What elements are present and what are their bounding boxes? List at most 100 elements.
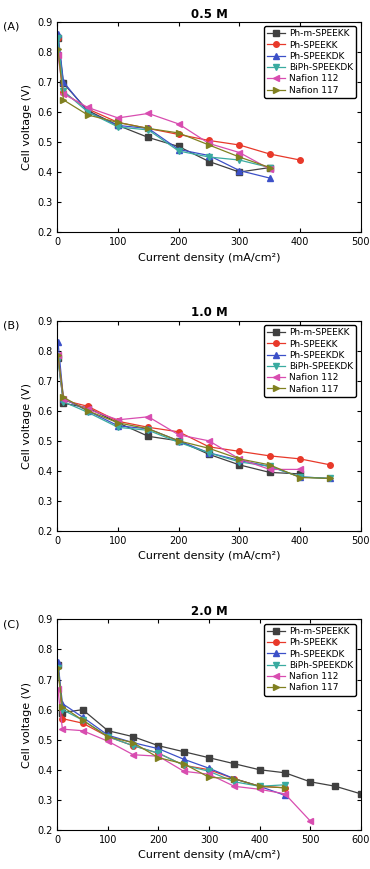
Nafion 112 (207, 138, 211, 149)
BiPh-SPEEKDK (146, 125, 151, 136)
Ph-m-SPEEKK (106, 726, 110, 736)
Nafion 117 (146, 123, 151, 134)
Ph-SPEEKK (232, 773, 236, 784)
Ph-m-SPEEKK (207, 449, 211, 460)
Ph-SPEEKK (268, 451, 272, 461)
Ph-SPEEKDK (116, 120, 120, 130)
Ph-SPEEKK (156, 748, 161, 759)
Ph-m-SPEEKK (156, 740, 161, 751)
Ph-SPEEKDK (207, 763, 211, 773)
BiPh-SPEEKDK (56, 662, 60, 673)
Nafion 117 (328, 474, 333, 484)
BiPh-SPEEKDK (283, 779, 287, 790)
Ph-SPEEKK (60, 713, 65, 724)
Ph-m-SPEEKK (131, 732, 135, 742)
Title: 0.5 M: 0.5 M (191, 8, 228, 21)
BiPh-SPEEKDK (85, 407, 90, 417)
Line: Ph-SPEEKDK: Ph-SPEEKDK (55, 659, 288, 798)
Nafion 117 (232, 773, 236, 784)
Ph-SPEEKK (56, 33, 60, 43)
Nafion 112 (56, 50, 60, 60)
Nafion 112 (56, 350, 60, 361)
BiPh-SPEEKDK (176, 437, 181, 448)
Ph-SPEEKDK (328, 474, 333, 484)
Nafion 112 (131, 750, 135, 760)
Ph-SPEEKK (106, 732, 110, 742)
Ph-SPEEKK (146, 123, 151, 134)
Ph-SPEEKK (146, 422, 151, 433)
Nafion 112 (207, 769, 211, 779)
Ph-SPEEKK (61, 395, 65, 406)
Ph-m-SPEEKK (146, 132, 151, 143)
Line: Ph-SPEEKDK: Ph-SPEEKDK (55, 31, 273, 181)
Ph-SPEEKK (237, 140, 242, 150)
X-axis label: Current density (mA/cm²): Current density (mA/cm²) (138, 850, 280, 860)
BiPh-SPEEKDK (56, 33, 60, 43)
Ph-SPEEKDK (176, 144, 181, 155)
Ph-SPEEKK (328, 460, 333, 470)
Ph-SPEEKDK (207, 448, 211, 458)
Ph-m-SPEEKK (258, 765, 262, 775)
Nafion 117 (156, 753, 161, 763)
Ph-m-SPEEKK (56, 353, 60, 363)
Nafion 112 (116, 415, 120, 425)
Ph-SPEEKDK (237, 455, 242, 466)
Line: Nafion 117: Nafion 117 (55, 352, 333, 481)
Ph-SPEEKK (56, 351, 60, 362)
Nafion 117 (56, 350, 60, 361)
Nafion 112 (176, 119, 181, 129)
Ph-SPEEKDK (56, 336, 60, 347)
Ph-SPEEKK (85, 103, 90, 114)
Line: Nafion 112: Nafion 112 (55, 686, 313, 824)
Line: Ph-m-SPEEKK: Ph-m-SPEEKK (55, 36, 273, 175)
Ph-SPEEKK (61, 87, 65, 97)
Ph-SPEEKDK (116, 421, 120, 431)
Nafion 117 (207, 772, 211, 782)
Ph-SPEEKDK (61, 76, 65, 87)
Ph-m-SPEEKK (176, 435, 181, 446)
Ph-SPEEKK (131, 740, 135, 751)
BiPh-SPEEKDK (237, 155, 242, 165)
Text: (A): (A) (3, 22, 19, 32)
Ph-SPEEKDK (268, 173, 272, 183)
Nafion 112 (85, 103, 90, 113)
Nafion 112 (298, 464, 302, 474)
Nafion 112 (176, 429, 181, 440)
Ph-m-SPEEKK (268, 163, 272, 173)
Ph-SPEEKK (80, 718, 85, 728)
Ph-SPEEKDK (207, 150, 211, 161)
Legend: Ph-m-SPEEKK, Ph-SPEEKK, Ph-SPEEKDK, BiPh-SPEEKDK, Nafion 112, Nafion 117: Ph-m-SPEEKK, Ph-SPEEKK, Ph-SPEEKDK, BiPh… (264, 624, 356, 695)
Nafion 117 (146, 423, 151, 434)
Ph-SPEEKK (268, 149, 272, 159)
BiPh-SPEEKDK (80, 715, 85, 726)
Ph-m-SPEEKK (268, 468, 272, 478)
Nafion 112 (268, 464, 272, 474)
Ph-m-SPEEKK (207, 156, 211, 167)
BiPh-SPEEKDK (176, 146, 181, 156)
Ph-m-SPEEKK (359, 788, 363, 799)
Text: (B): (B) (3, 321, 19, 330)
Line: Ph-m-SPEEKK: Ph-m-SPEEKK (55, 662, 364, 797)
Nafion 117 (56, 662, 60, 673)
Nafion 112 (80, 726, 85, 736)
Nafion 117 (268, 163, 272, 173)
Nafion 117 (283, 783, 287, 793)
BiPh-SPEEKDK (207, 766, 211, 777)
Ph-SPEEKDK (60, 699, 65, 709)
Nafion 112 (60, 724, 65, 734)
Ph-m-SPEEKK (116, 418, 120, 428)
Nafion 117 (56, 43, 60, 54)
Nafion 117 (298, 473, 302, 483)
Ph-SPEEKDK (56, 656, 60, 667)
Y-axis label: Cell voltage (V): Cell voltage (V) (21, 681, 31, 767)
Line: BiPh-SPEEKDK: BiPh-SPEEKDK (55, 357, 333, 481)
BiPh-SPEEKDK (328, 474, 333, 484)
Nafion 117 (237, 454, 242, 464)
BiPh-SPEEKDK (60, 705, 65, 715)
Nafion 117 (116, 418, 120, 428)
Line: Ph-m-SPEEKK: Ph-m-SPEEKK (55, 355, 303, 477)
Nafion 112 (156, 751, 161, 761)
Ph-m-SPEEKK (56, 660, 60, 670)
Ph-SPEEKDK (61, 394, 65, 404)
Ph-SPEEKDK (232, 773, 236, 784)
